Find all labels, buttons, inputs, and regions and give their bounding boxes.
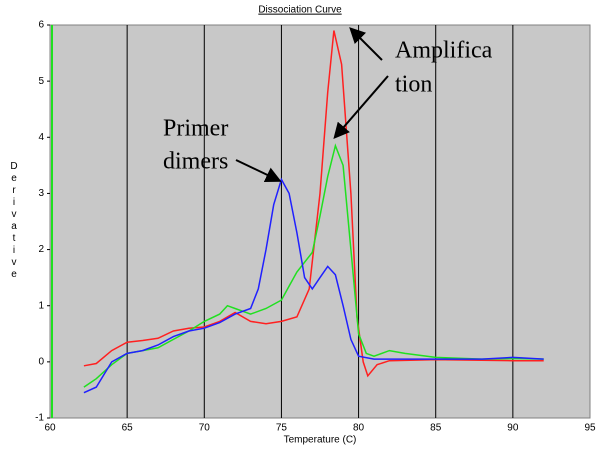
y-tick-label: 1: [38, 300, 44, 311]
y-tick-label: 6: [38, 20, 44, 31]
y-tick-label: 0: [38, 356, 44, 367]
x-tick-label: 75: [276, 423, 288, 434]
data-line: [83, 177, 544, 394]
x-tick-label: 85: [430, 423, 442, 434]
y-tick-label: 5: [38, 76, 44, 87]
arrow: [349, 27, 383, 61]
x-tick-label: 90: [507, 423, 519, 434]
data-line: [83, 30, 544, 378]
annotation: Amplifica: [395, 38, 493, 64]
x-tick-label: 60: [44, 423, 56, 434]
y-tick-label: 2: [38, 244, 44, 255]
annotation: tion: [395, 72, 432, 98]
y-tick-label: 3: [38, 188, 44, 199]
x-axis-label: Temperature (C): [284, 435, 357, 446]
y-tick-label: -1: [35, 413, 44, 424]
plot-area: [49, 24, 591, 419]
y-tick-label: 4: [38, 132, 44, 143]
chart-title: Dissociation Curve: [258, 5, 342, 16]
arrow: [235, 159, 282, 183]
arrow: [333, 75, 389, 140]
annotation: dimers: [163, 149, 228, 175]
data-line: [83, 143, 544, 388]
x-tick-label: 80: [353, 423, 365, 434]
x-tick-label: 70: [199, 423, 211, 434]
annotation: Primer: [163, 116, 228, 142]
x-tick-label: 65: [122, 423, 134, 434]
x-tick-label: 95: [584, 423, 596, 434]
